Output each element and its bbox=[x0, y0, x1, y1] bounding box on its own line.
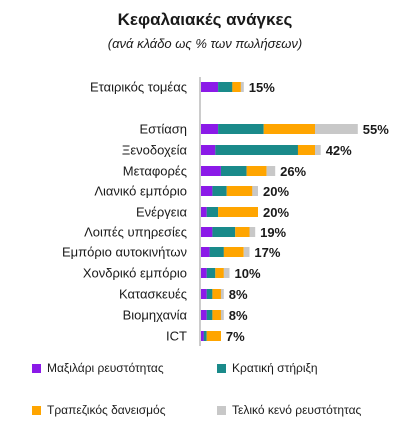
legend-item-bank-lending: Τραπεζικός δανεισμός bbox=[32, 403, 166, 417]
legend-item-liquidity-buffer: Μαξιλάρι ρευστότητας bbox=[32, 361, 164, 375]
category-label: Εταιρικός τομέας bbox=[90, 80, 187, 95]
bar-segment bbox=[201, 268, 207, 278]
bar-segment bbox=[206, 207, 219, 217]
total-value-label: 55% bbox=[363, 122, 389, 137]
bar-segment bbox=[223, 268, 230, 278]
category-label: Μεταφορές bbox=[123, 164, 187, 179]
total-value-label: 7% bbox=[226, 329, 245, 344]
category-label: Λιανικό εμπόριο bbox=[94, 184, 187, 199]
bar-segment bbox=[266, 166, 276, 176]
total-value-label: 26% bbox=[280, 164, 306, 179]
legend-label-state-support: Κρατική στήριξη bbox=[232, 361, 318, 375]
category-label: Εμπόριο αυτοκινήτων bbox=[62, 245, 187, 260]
bar-segment bbox=[201, 331, 204, 341]
legend-swatch-liquidity-buffer bbox=[32, 363, 41, 373]
bar-segment bbox=[203, 331, 207, 341]
bar-segment bbox=[206, 331, 221, 341]
bar-segment bbox=[201, 186, 213, 196]
bar-segment bbox=[249, 227, 256, 237]
category-label: Ενέργεια bbox=[136, 205, 188, 220]
bar-segment bbox=[201, 124, 219, 134]
bar-segment bbox=[201, 145, 216, 155]
bar-segment bbox=[263, 124, 315, 134]
bar-segment bbox=[218, 207, 258, 217]
bar-segment bbox=[212, 227, 236, 237]
total-value-label: 8% bbox=[229, 287, 248, 302]
total-value-label: 15% bbox=[249, 80, 275, 95]
bar-segment bbox=[218, 82, 233, 92]
chart-subtitle: (ανά κλάδο ως % των πωλήσεων) bbox=[107, 36, 303, 51]
total-value-label: 17% bbox=[254, 245, 280, 260]
category-label: ICT bbox=[166, 329, 187, 344]
bar-segment bbox=[315, 124, 358, 134]
bar-segment bbox=[297, 145, 315, 155]
bar-segment bbox=[212, 186, 227, 196]
bar-segment bbox=[220, 310, 224, 320]
bar-segment bbox=[201, 166, 221, 176]
bar-segment bbox=[218, 124, 264, 134]
legend-label-liquidity-buffer: Μαξιλάρι ρευστότητας bbox=[47, 361, 164, 375]
bar-segment bbox=[240, 82, 244, 92]
bar-segment bbox=[226, 186, 253, 196]
legend-swatch-final-liquidity-gap bbox=[217, 405, 226, 415]
bar-segment bbox=[243, 247, 250, 257]
bar-segment bbox=[201, 247, 210, 257]
chart-title: Κεφαλαιακές ανάγκες bbox=[117, 10, 293, 29]
bar-segment bbox=[206, 289, 213, 299]
bar-segment bbox=[212, 289, 221, 299]
category-label: Κατασκευές bbox=[119, 287, 187, 302]
category-label: Βιομηχανία bbox=[123, 308, 188, 323]
bar-segment bbox=[209, 247, 224, 257]
category-label: Εστίαση bbox=[140, 122, 188, 137]
total-value-label: 42% bbox=[326, 143, 352, 158]
bar-segment bbox=[215, 145, 298, 155]
bar-segment bbox=[206, 268, 216, 278]
total-value-label: 20% bbox=[263, 205, 289, 220]
legend-item-final-liquidity-gap: Τελικό κενό ρευστότητας bbox=[217, 403, 361, 417]
legend-label-bank-lending: Τραπεζικός δανεισμός bbox=[47, 403, 166, 417]
bar-segment bbox=[201, 227, 213, 237]
bar-segment bbox=[235, 227, 250, 237]
bar-segment bbox=[201, 310, 207, 320]
bar-segment bbox=[201, 207, 207, 217]
bar-segment bbox=[201, 289, 207, 299]
bar-segment bbox=[206, 310, 213, 320]
total-value-label: 8% bbox=[229, 308, 248, 323]
total-value-label: 20% bbox=[263, 184, 289, 199]
bar-segment bbox=[220, 289, 224, 299]
bar-segment bbox=[232, 82, 241, 92]
bar-segment bbox=[246, 166, 267, 176]
bar-segment bbox=[223, 247, 244, 257]
legend-label-final-liquidity-gap: Τελικό κενό ρευστότητας bbox=[232, 403, 362, 417]
category-label: Ξενοδοχεία bbox=[122, 143, 188, 158]
bar-segment bbox=[215, 268, 224, 278]
bar-segment bbox=[252, 186, 258, 196]
bar-segment bbox=[220, 166, 247, 176]
category-label: Χονδρικό εμπόριο bbox=[83, 266, 187, 281]
bar-segment bbox=[315, 145, 321, 155]
legend-item-state-support: Κρατική στήριξη bbox=[217, 361, 318, 375]
bar-segment bbox=[212, 310, 221, 320]
total-value-label: 10% bbox=[235, 266, 261, 281]
total-value-label: 19% bbox=[260, 225, 286, 240]
bar-segment bbox=[201, 82, 219, 92]
category-label: Λοιπές υπηρεσίες bbox=[84, 225, 187, 240]
legend-swatch-state-support bbox=[217, 363, 226, 373]
legend-swatch-bank-lending bbox=[32, 405, 41, 415]
